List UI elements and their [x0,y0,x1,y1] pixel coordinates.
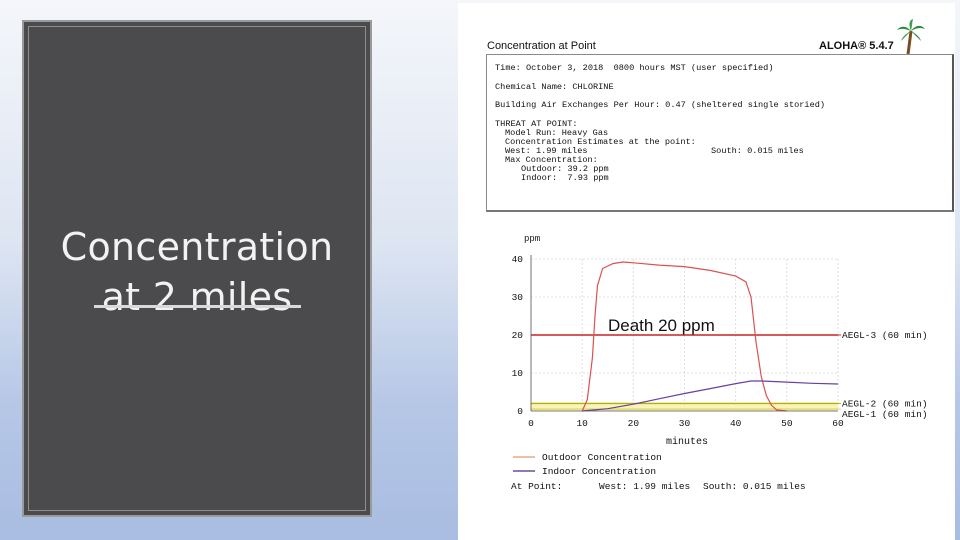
aegl-label: AEGL-2 (60 min) [842,398,928,409]
x-tick-label: 50 [781,418,793,429]
palm-tree-icon [897,19,925,55]
aegl-label: AEGL-3 (60 min) [842,330,928,341]
aegl-band [531,403,838,411]
legend-outdoor-label: Outdoor Concentration [542,452,662,463]
footer-at-point: At Point: [511,481,562,492]
model-run-line: Model Run: Heavy Gas [505,128,609,138]
title-panel: Concentration at 2 miles [22,20,372,517]
x-tick-label: 30 [679,418,691,429]
x-tick-label: 20 [628,418,640,429]
chemical-line: Chemical Name: CHLORINE [495,82,614,92]
footer-south: South: 0.015 miles [703,481,806,492]
conc-estimates-line: Concentration Estimates at the point: [505,137,696,147]
aegl-label: AEGL-1 (60 min) [842,409,928,420]
aloha-screenshot: Concentration at Point ALOHA® 5.4.7 Time… [458,3,955,540]
threat-header: THREAT AT POINT: [495,119,578,129]
footer-west: West: 1.99 miles [599,481,690,492]
x-tick-label: 10 [576,418,588,429]
legend-indoor-label: Indoor Concentration [542,466,656,477]
air-exchange-line: Building Air Exchanges Per Hour: 0.47 (s… [495,100,826,110]
report-text-box: Time: October 3, 2018 0800 hours MST (us… [486,54,954,212]
death-annotation: Death 20 ppm [608,316,715,335]
outdoor-max-line: Outdoor: 39.2 ppm [521,164,609,174]
y-tick-label: 0 [517,406,523,417]
x-tick-label: 40 [730,418,742,429]
report-title: Concentration at Point [487,40,596,52]
concentration-chart: AEGL-3 (60 min) AEGL-2 (60 min)AEGL-1 (60… [511,234,928,492]
y-axis-label: ppm [524,234,540,244]
time-line: Time: October 3, 2018 0800 hours MST (us… [495,63,774,73]
slide-title: Concentration at 2 miles [60,225,334,319]
software-version: ALOHA® 5.4.7 [819,40,894,52]
max-conc-line: Max Concentration: [505,155,598,165]
x-tick-label: 0 [528,418,534,429]
y-tick-label: 20 [512,330,524,341]
outdoor-concentration-line [581,261,787,412]
west-distance: West: 1.99 miles [505,146,588,156]
y-tick-label: 30 [512,292,524,303]
title-underline [94,305,301,308]
x-tick-label: 60 [832,418,844,429]
y-tick-label: 10 [512,368,524,379]
y-tick-label: 40 [512,254,524,265]
x-axis-label: minutes [666,436,708,448]
indoor-concentration-line [582,380,839,412]
south-distance: South: 0.015 miles [711,146,804,156]
indoor-max-line: Indoor: 7.93 ppm [521,173,609,183]
